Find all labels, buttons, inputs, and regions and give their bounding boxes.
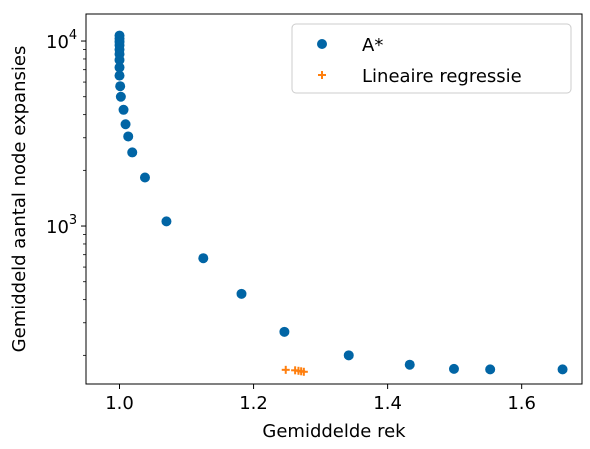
x-axis-label: Gemiddelde rek	[262, 421, 406, 442]
astar-point	[343, 350, 354, 361]
x-tick-label: 1.6	[507, 393, 536, 414]
y-tick-label-base: 10	[46, 32, 69, 53]
y-axis-label: Gemiddeld aantal node expansies	[9, 46, 30, 353]
legend-box	[291, 23, 572, 94]
y-tick-label-exponent: 4	[69, 28, 77, 43]
x-axis-ticks: 1.0 1.2 1.4 1.6	[105, 384, 536, 414]
x-tick-label: 1.4	[373, 393, 402, 414]
astar-point	[557, 364, 568, 375]
legend-label-astar: A*	[362, 35, 383, 56]
astar-point	[123, 131, 134, 142]
legend-marker-lineaire-regressie	[318, 71, 326, 79]
astar-point	[198, 253, 209, 264]
legend: A* Lineaire regressie	[291, 23, 572, 94]
x-tick-label: 1.0	[105, 393, 134, 414]
y-tick-label: 104	[46, 28, 77, 53]
x-tick-label: 1.2	[239, 393, 268, 414]
astar-point	[115, 91, 126, 102]
astar-point	[139, 172, 150, 183]
data-marks	[114, 30, 568, 376]
astar-point	[161, 216, 172, 227]
astar-point	[114, 70, 125, 81]
y-tick-label-exponent: 3	[69, 213, 77, 228]
legend-marker-astar	[317, 39, 327, 49]
astar-point	[115, 81, 126, 92]
regression-point	[281, 365, 290, 374]
astar-point	[448, 363, 459, 374]
y-tick-label: 103	[46, 213, 77, 238]
astar-point	[485, 364, 496, 375]
astar-point	[120, 119, 131, 130]
astar-point	[114, 62, 125, 73]
regression-point	[299, 367, 308, 376]
astar-point	[279, 326, 290, 337]
astar-point	[118, 104, 129, 115]
astar-point	[404, 359, 415, 370]
astar-point	[114, 54, 125, 65]
legend-label-lineaire-regressie: Lineaire regressie	[362, 66, 522, 87]
plot-frame	[85, 13, 583, 385]
astar-point	[127, 147, 138, 158]
astar-point	[236, 288, 247, 299]
y-tick-label-base: 10	[46, 217, 69, 238]
